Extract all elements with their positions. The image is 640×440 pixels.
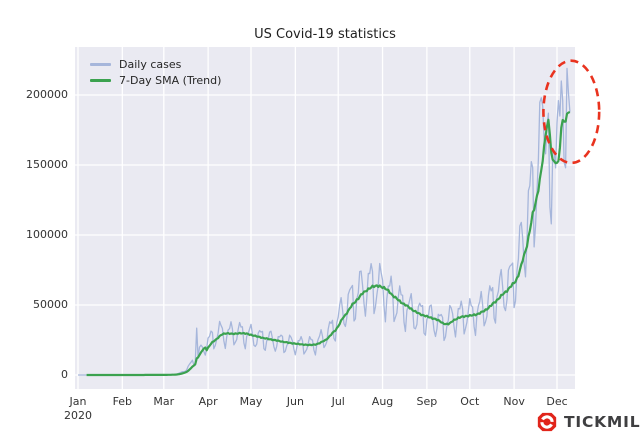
legend-item-daily-cases: Daily cases: [90, 56, 221, 72]
y-tick-label: 50000: [33, 298, 68, 311]
x-tick-label: Jul: [331, 395, 345, 408]
x-tick-label: Mar: [153, 395, 175, 408]
legend-label-daily-cases: Daily cases: [119, 57, 182, 71]
sma-line-swatch: [90, 78, 111, 82]
series-lines: [78, 67, 571, 377]
legend: Daily cases 7-Day SMA (Trend): [90, 56, 221, 88]
gridlines: [75, 47, 575, 389]
x-tick-label: Nov: [503, 395, 525, 408]
tickmill-logo-icon: [537, 412, 557, 432]
legend-item-sma: 7-Day SMA (Trend): [90, 72, 221, 88]
sma-trend-line: [86, 110, 571, 377]
x-tick-year-label: 2020: [64, 409, 92, 422]
x-tick-label: Jan: [69, 395, 87, 408]
y-tick-label: 200000: [26, 88, 68, 101]
daily-cases-line-swatch: [90, 62, 111, 66]
y-tick-label: 100000: [26, 228, 68, 241]
x-tick-label: Aug: [371, 395, 394, 408]
x-tick-label: Feb: [112, 395, 133, 408]
highlight-ellipse-annotation: [542, 59, 601, 165]
chart-title: US Covid-19 statistics: [254, 27, 396, 42]
brand-logo: TICKMILL: [536, 409, 640, 435]
x-tick-label: May: [239, 395, 263, 408]
x-tick-label: Dec: [546, 395, 568, 408]
y-tick-label: 0: [61, 368, 68, 381]
x-tick-label: Apr: [198, 395, 218, 408]
x-tick-label: Sep: [416, 395, 438, 408]
y-tick-label: 150000: [26, 158, 68, 171]
x-tick-label: Jun: [286, 395, 304, 408]
x-tick-label: Oct: [460, 395, 480, 408]
tickmill-logo-text: TICKMILL: [564, 413, 640, 431]
legend-label-sma: 7-Day SMA (Trend): [119, 73, 222, 87]
plot-area: [75, 47, 575, 389]
